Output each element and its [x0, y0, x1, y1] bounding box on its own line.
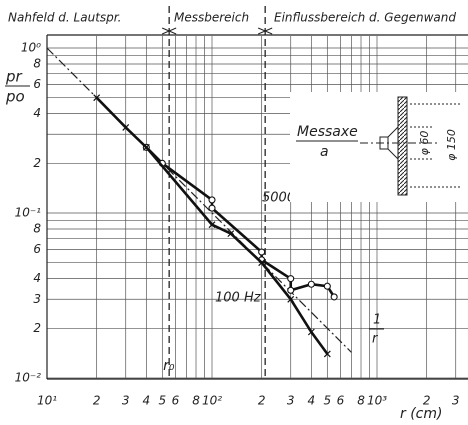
- zone-label: Messbereich: [174, 11, 249, 25]
- x-tick-label: 8: [192, 394, 200, 408]
- y-label-num: pr: [5, 68, 23, 86]
- y-tick-label: 4: [33, 106, 41, 120]
- y-tick-label: 3: [33, 292, 41, 306]
- marker: [258, 248, 266, 256]
- y-tick-label: 10⁻¹: [15, 206, 42, 220]
- y-tick-label: 8: [33, 221, 41, 235]
- marker: [227, 230, 235, 238]
- marker: [323, 350, 331, 358]
- x-tick-label: 2: [258, 394, 266, 408]
- x-tick-label: 5: [159, 394, 167, 408]
- y-tick-label: 4: [33, 271, 41, 285]
- marker: [307, 328, 315, 336]
- x-tick-label: 4: [143, 394, 151, 408]
- x-tick-label: 4: [308, 394, 316, 408]
- marker: [287, 295, 295, 303]
- y-tick-label: 8: [33, 56, 41, 70]
- boundary-label: r₀: [163, 358, 175, 374]
- inset: Messaxe a φ 60 φ 150: [290, 92, 468, 202]
- x-tick-label: 3: [122, 394, 130, 408]
- x-tick-label: 10¹: [37, 394, 57, 408]
- marker: [287, 275, 295, 283]
- marker: [122, 124, 130, 131]
- marker: [142, 143, 150, 151]
- speaker: [379, 136, 389, 150]
- zone-label: Einflussbereich d. Gegenwand: [274, 11, 456, 25]
- x-tick-label: 10²: [202, 394, 222, 408]
- y-tick-label: 6: [33, 77, 41, 91]
- x-tick-label: 5: [324, 394, 332, 408]
- marker: [93, 94, 101, 102]
- x-tick-label: 6: [337, 394, 345, 408]
- inset-bg: [290, 92, 468, 202]
- marker: [330, 293, 338, 301]
- marker: [208, 196, 216, 204]
- marker: [307, 280, 315, 288]
- x-tick-label: 2: [423, 394, 431, 408]
- y-label-den: po: [5, 88, 25, 106]
- boundary-arrows: [257, 27, 273, 35]
- marker: [287, 286, 295, 294]
- boundary-arrows: [161, 27, 177, 35]
- grid: [47, 36, 468, 379]
- outer-dim: φ 150: [445, 129, 458, 161]
- x-tick-label: 6: [172, 394, 180, 408]
- marker: [258, 259, 266, 267]
- y-tick-label: 6: [33, 242, 41, 256]
- marker: [323, 282, 331, 290]
- x-tick-label: 2: [93, 394, 101, 408]
- x-label: r (cm): [400, 406, 442, 422]
- y-tick-label: 10⁰: [21, 41, 41, 55]
- y-tick-label: 2: [33, 321, 41, 335]
- inset-axis-label: Messaxe: [297, 124, 358, 140]
- ref-label-den: r: [372, 332, 379, 347]
- marker: [208, 221, 216, 229]
- ref-label-num: 1: [373, 313, 381, 328]
- x-tick-label: 3: [287, 394, 295, 408]
- inner-dim: φ 60: [418, 131, 431, 156]
- marker: [208, 204, 216, 212]
- cone: [387, 126, 399, 160]
- x-tick-label: 3: [452, 394, 460, 408]
- inset-symbol: a: [320, 144, 329, 160]
- zone-label: Nahfeld d. Lautspr.: [8, 11, 121, 25]
- x-tick-label: 10³: [367, 394, 387, 408]
- y-tick-label: 2: [33, 156, 41, 170]
- x-tick-label: 8: [357, 394, 365, 408]
- y-tick-label: 10⁻²: [15, 371, 42, 385]
- series-label: 100 Hz: [215, 291, 262, 306]
- wall: [397, 96, 408, 196]
